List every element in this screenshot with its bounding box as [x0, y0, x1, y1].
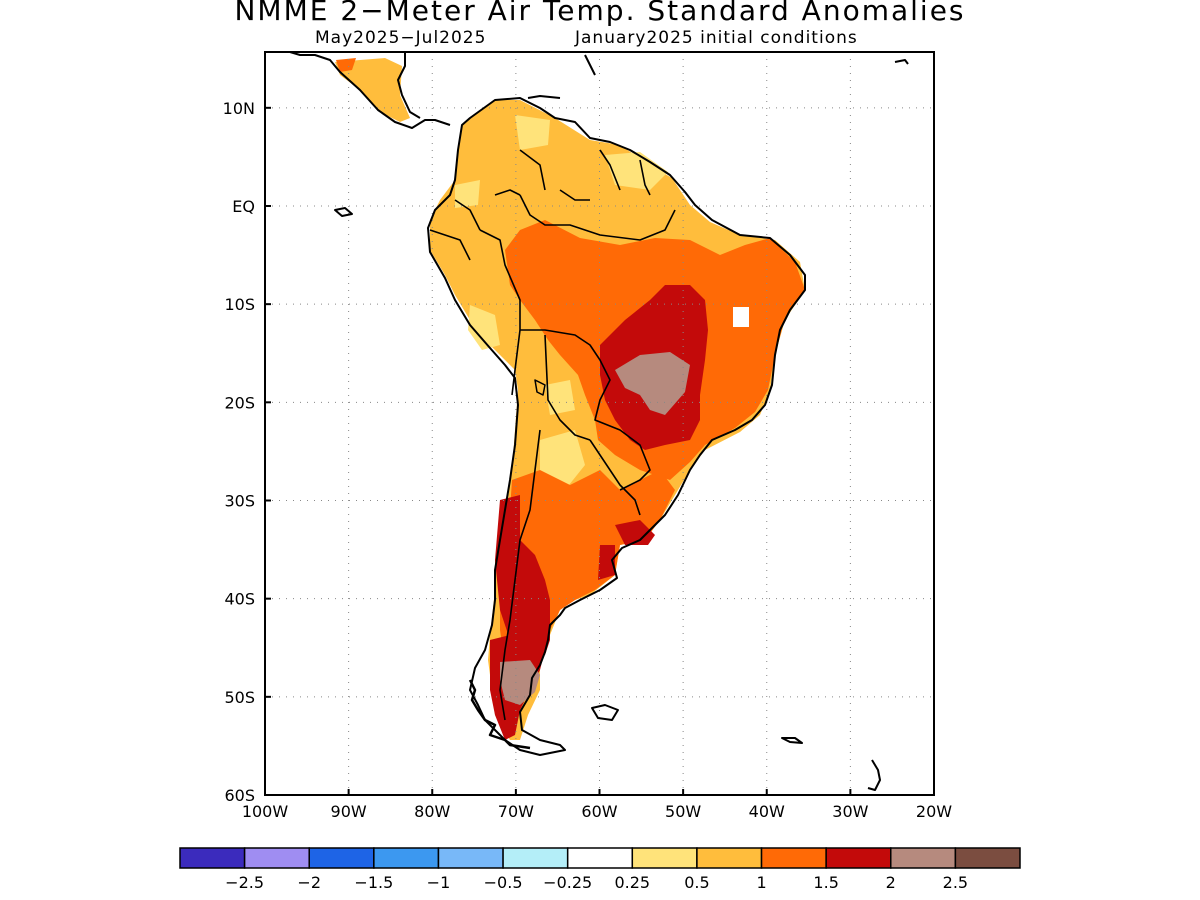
lon-tick-label: 20W [916, 802, 952, 821]
colorbar-label: −1 [427, 873, 451, 892]
coastline-south-america [427, 97, 806, 756]
colorbar-label: 1 [756, 873, 766, 892]
shade-light-patch-1 [455, 180, 480, 208]
coastline-chile-fjords [468, 679, 531, 750]
shade-white-patch [733, 307, 749, 327]
lat-tick-label: EQ [232, 197, 255, 216]
shade-red-east-1 [598, 545, 615, 580]
lon-tick-label: 90W [331, 802, 367, 821]
colorbar-swatch [760, 847, 827, 869]
colorbar-swatch [373, 847, 440, 869]
lon-tick-label: 50W [665, 802, 701, 821]
coastline-caribbean-islands [527, 54, 909, 99]
lon-tick-label: 70W [498, 802, 534, 821]
colorbar-swatch [825, 847, 892, 869]
shade-central-america-orange [336, 58, 356, 72]
coastline-galapagos [334, 207, 353, 217]
colorbar-swatch [243, 847, 310, 869]
colorbar-label: 0.5 [684, 873, 709, 892]
map-title: NMME 2−Meter Air Temp. Standard Anomalie… [234, 0, 966, 27]
shade-light-patch-5 [545, 380, 575, 415]
lat-tick-label: 40S [224, 590, 255, 609]
colorbar-label: 1.5 [813, 873, 838, 892]
shade-red-argentina [495, 495, 550, 660]
shade-brown-brazil [615, 352, 690, 415]
lat-tick-label: 20S [224, 393, 255, 412]
colorbar-label: 2 [886, 873, 896, 892]
anomaly-shading [335, 58, 805, 740]
colorbar: −2.5 −2 −1.5 −1 −0.5 −0.25 0.25 0.5 1 1.5 2 2.5 [179, 847, 1021, 892]
colorbar-label: −2.5 [225, 873, 264, 892]
lon-axis: 100W 90W 80W 70W 60W 50W 40W 30W 20W [242, 789, 952, 821]
lat-tick-label: 30S [224, 491, 255, 510]
coastline-sandwich-islands [867, 759, 881, 791]
lon-tick-label: 80W [414, 802, 450, 821]
colorbar-label: −0.25 [543, 873, 592, 892]
lat-tick-label: 60S [224, 786, 255, 805]
lat-tick-label: 10S [224, 295, 255, 314]
colorbar-swatch [566, 847, 634, 869]
coastline-falklands [591, 704, 619, 721]
coastline-south-georgia [781, 737, 803, 744]
lon-tick-label: 40W [749, 802, 785, 821]
lat-tick-label: 10N [223, 99, 255, 118]
coastlines [289, 52, 909, 791]
border-interior [429, 149, 676, 721]
coastline-central-america [289, 52, 451, 129]
lon-tick-label: 30W [832, 802, 868, 821]
shade-red-uruguay [615, 520, 655, 545]
lon-tick-label: 60W [581, 802, 617, 821]
colorbar-label: −2 [297, 873, 321, 892]
shade-light-patch-2 [468, 305, 500, 350]
shade-light-patch-3 [540, 430, 585, 490]
initial-conditions: January2025 initial conditions [575, 28, 858, 48]
colorbar-swatch [179, 847, 246, 869]
colorbar-swatch [954, 847, 1021, 869]
colorbar-swatch [308, 847, 375, 869]
lat-axis: 10N EQ 10S 20S 30S 40S 50S 60S [223, 99, 271, 805]
colorbar-label: 2.5 [943, 873, 968, 892]
colorbar-swatch [502, 847, 569, 869]
colorbar-swatch [890, 847, 957, 869]
colorbar-label: −1.5 [354, 873, 393, 892]
colorbar-label: 0.25 [614, 873, 650, 892]
shade-light-patch-6 [605, 152, 668, 190]
coastline-lake-titicaca [534, 379, 546, 396]
shade-central-america [335, 58, 410, 122]
lon-tick-label: 100W [242, 802, 289, 821]
forecast-period: May2025−Jul2025 [315, 28, 487, 48]
shade-light-patch-4 [515, 115, 550, 150]
lat-tick-label: 50S [224, 688, 255, 707]
colorbar-label: −0.5 [484, 873, 523, 892]
colorbar-swatch [631, 847, 698, 869]
colorbar-swatch [437, 847, 504, 869]
colorbar-swatch [696, 847, 763, 869]
